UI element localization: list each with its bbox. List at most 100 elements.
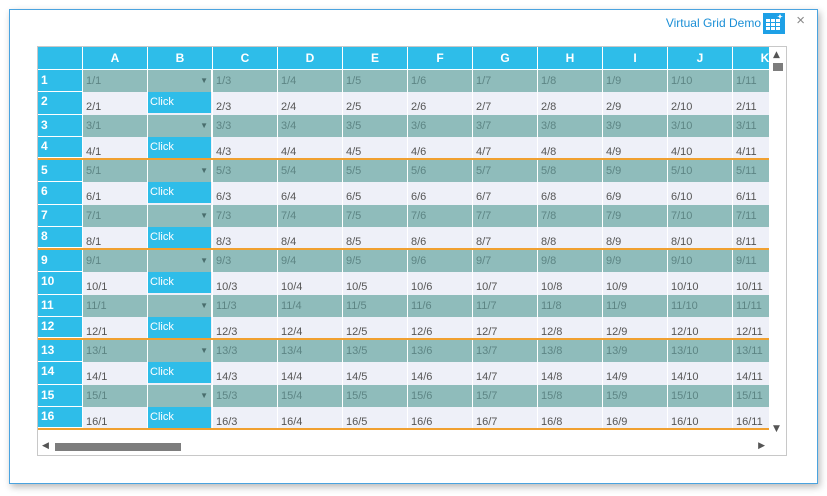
grid-cell[interactable]: 12/7 <box>473 317 538 338</box>
chevron-down-icon[interactable]: ▼ <box>200 76 208 85</box>
grid-cell[interactable]: 12/11 <box>733 317 769 338</box>
grid-cell[interactable]: 13/7 <box>473 340 538 362</box>
cell-dropdown[interactable]: ▼ <box>148 385 212 407</box>
row-header[interactable]: 1 <box>38 70 83 92</box>
grid-cell[interactable]: 7/4 <box>278 205 343 227</box>
grid-cell[interactable]: 8/5 <box>343 227 408 248</box>
grid-cell[interactable]: 1/3 <box>213 70 278 92</box>
click-button[interactable]: Click <box>148 407 211 428</box>
column-header-g[interactable]: G <box>473 47 538 69</box>
row-header[interactable]: 6 <box>38 182 83 205</box>
grid-cell[interactable]: 9/4 <box>278 250 343 272</box>
grid-cell[interactable]: 6/6 <box>408 182 473 205</box>
grid-cell[interactable]: 5/5 <box>343 160 408 182</box>
grid-cell[interactable]: 2/8 <box>538 92 603 115</box>
grid-cell[interactable]: 10/9 <box>603 272 668 295</box>
grid-cell[interactable]: 7/8 <box>538 205 603 227</box>
dropdown-cell[interactable]: ▼ <box>148 205 213 227</box>
grid-cell[interactable]: 3/7 <box>473 115 538 137</box>
grid-cell[interactable]: 3/1 <box>83 115 148 137</box>
scroll-right-icon[interactable]: ▶ <box>758 441 765 451</box>
grid-cell[interactable]: 2/11 <box>733 92 769 115</box>
grid-cell[interactable]: 2/5 <box>343 92 408 115</box>
grid-cell[interactable]: 10/4 <box>278 272 343 295</box>
scroll-up-icon[interactable]: ▲ <box>773 50 780 60</box>
grid-cell[interactable]: 3/11 <box>733 115 769 137</box>
grid-cell[interactable]: 10/3 <box>213 272 278 295</box>
chevron-down-icon[interactable]: ▼ <box>200 346 208 355</box>
grid-cell[interactable]: 12/6 <box>408 317 473 338</box>
click-button[interactable]: Click <box>148 317 211 338</box>
grid-cell[interactable]: 15/3 <box>213 385 278 407</box>
grid-cell[interactable]: 16/6 <box>408 407 473 428</box>
grid-cell[interactable]: 10/7 <box>473 272 538 295</box>
grid-cell[interactable]: 4/5 <box>343 137 408 158</box>
cell-dropdown[interactable]: ▼ <box>148 250 212 272</box>
grid-cell[interactable]: 16/9 <box>603 407 668 428</box>
grid-cell[interactable]: 8/11 <box>733 227 769 248</box>
grid-cell[interactable]: 15/1 <box>83 385 148 407</box>
grid-cell[interactable]: 8/3 <box>213 227 278 248</box>
grid-cell[interactable]: 15/6 <box>408 385 473 407</box>
grid-cell[interactable]: 3/10 <box>668 115 733 137</box>
grid-cell[interactable]: 15/5 <box>343 385 408 407</box>
grid-cell[interactable]: 6/10 <box>668 182 733 205</box>
click-button[interactable]: Click <box>148 272 211 293</box>
scroll-left-icon[interactable]: ◀ <box>42 441 49 451</box>
grid-cell[interactable]: 16/11 <box>733 407 769 428</box>
grid-cell[interactable]: 8/8 <box>538 227 603 248</box>
button-cell[interactable]: Click <box>148 227 213 248</box>
grid-cell[interactable]: 11/8 <box>538 295 603 317</box>
column-header-k[interactable]: K <box>733 47 769 69</box>
grid-cell[interactable]: 5/4 <box>278 160 343 182</box>
grid-cell[interactable]: 7/9 <box>603 205 668 227</box>
grid-cell[interactable]: 1/5 <box>343 70 408 92</box>
grid-cell[interactable]: 13/10 <box>668 340 733 362</box>
grid-cell[interactable]: 2/7 <box>473 92 538 115</box>
horizontal-scroll-thumb[interactable] <box>55 443 181 451</box>
grid-cell[interactable]: 15/10 <box>668 385 733 407</box>
grid-cell[interactable]: 5/11 <box>733 160 769 182</box>
row-header[interactable]: 5 <box>38 160 83 182</box>
grid-cell[interactable]: 1/1 <box>83 70 148 92</box>
grid-cell[interactable]: 13/8 <box>538 340 603 362</box>
cell-dropdown[interactable]: ▼ <box>148 295 212 317</box>
grid-cell[interactable]: 7/5 <box>343 205 408 227</box>
grid-cell[interactable]: 3/4 <box>278 115 343 137</box>
grid-cell[interactable]: 2/1 <box>83 92 148 115</box>
grid-cell[interactable]: 5/6 <box>408 160 473 182</box>
grid-cell[interactable]: 1/7 <box>473 70 538 92</box>
grid-cell[interactable]: 16/1 <box>83 407 148 428</box>
grid-cell[interactable]: 15/4 <box>278 385 343 407</box>
grid-cell[interactable]: 2/10 <box>668 92 733 115</box>
grid-cell[interactable]: 14/3 <box>213 362 278 385</box>
grid-cell[interactable]: 3/5 <box>343 115 408 137</box>
grid-cell[interactable]: 4/8 <box>538 137 603 158</box>
grid-cell[interactable]: 8/6 <box>408 227 473 248</box>
click-button[interactable]: Click <box>148 137 211 158</box>
click-button[interactable]: Click <box>148 182 211 203</box>
grid-cell[interactable]: 5/3 <box>213 160 278 182</box>
grid-cell[interactable]: 10/5 <box>343 272 408 295</box>
grid-cell[interactable]: 7/10 <box>668 205 733 227</box>
grid-cell[interactable]: 1/8 <box>538 70 603 92</box>
grid-cell[interactable]: 12/8 <box>538 317 603 338</box>
button-cell[interactable]: Click <box>148 362 213 385</box>
row-header[interactable]: 3 <box>38 115 83 137</box>
grid-cell[interactable]: 10/8 <box>538 272 603 295</box>
cell-dropdown[interactable]: ▼ <box>148 205 212 227</box>
grid-cell[interactable]: 7/11 <box>733 205 769 227</box>
dropdown-cell[interactable]: ▼ <box>148 250 213 272</box>
grid-cell[interactable]: 12/9 <box>603 317 668 338</box>
grid-cell[interactable]: 8/7 <box>473 227 538 248</box>
grid-cell[interactable]: 13/9 <box>603 340 668 362</box>
grid-cell[interactable]: 7/7 <box>473 205 538 227</box>
grid-cell[interactable]: 16/3 <box>213 407 278 428</box>
grid-cell[interactable]: 2/9 <box>603 92 668 115</box>
scroll-down-icon[interactable]: ▼ <box>773 424 780 434</box>
grid-cell[interactable]: 5/1 <box>83 160 148 182</box>
grid-cell[interactable]: 11/11 <box>733 295 769 317</box>
grid-cell[interactable]: 13/5 <box>343 340 408 362</box>
grid-cell[interactable]: 16/10 <box>668 407 733 428</box>
dropdown-cell[interactable]: ▼ <box>148 340 213 362</box>
